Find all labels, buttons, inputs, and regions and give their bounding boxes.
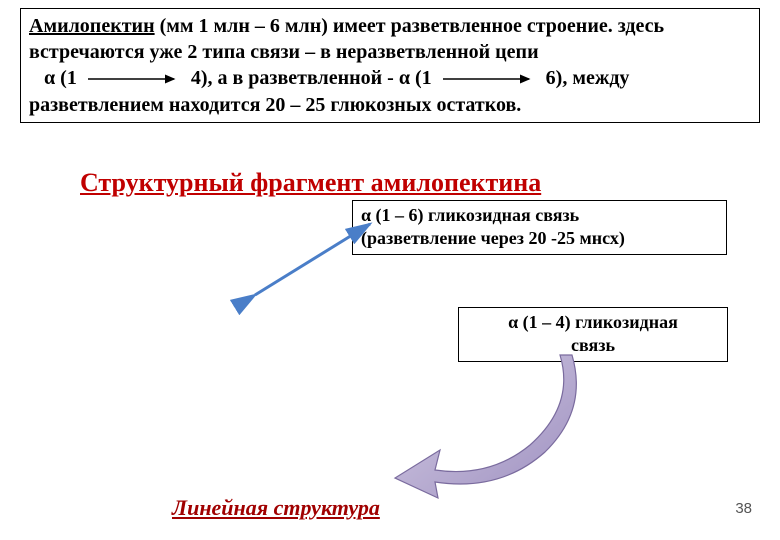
label-box-1-6-bond: α (1 – 6) гликозидная связь (разветвлени… <box>352 200 727 255</box>
inline-arrow-1 <box>86 66 182 92</box>
main-text-4: 4), а в разветвленной - <box>191 67 399 89</box>
main-description-box: Амилопектин (мм 1 млн – 6 млн) имеет раз… <box>20 8 760 123</box>
curved-arrow <box>390 350 610 500</box>
alpha-1-6-start: α (1 <box>399 67 432 89</box>
linear-structure-label: Линейная структура <box>172 495 380 521</box>
curved-arrow-path <box>395 355 576 498</box>
label1-line1: α (1 – 6) гликозидная связь <box>361 204 718 227</box>
inline-arrow-2 <box>441 66 537 92</box>
amylopectin-title: Амилопектин <box>29 15 155 37</box>
alpha-1-4-start: α (1 <box>44 67 77 89</box>
label2-line1: α (1 – 4) гликозидная <box>467 311 719 334</box>
label1-line2: (разветвление через 20 -25 мнсх) <box>361 227 718 250</box>
page-number: 38 <box>735 500 752 517</box>
section-title: Структурный фрагмент амилопектина <box>80 168 541 198</box>
